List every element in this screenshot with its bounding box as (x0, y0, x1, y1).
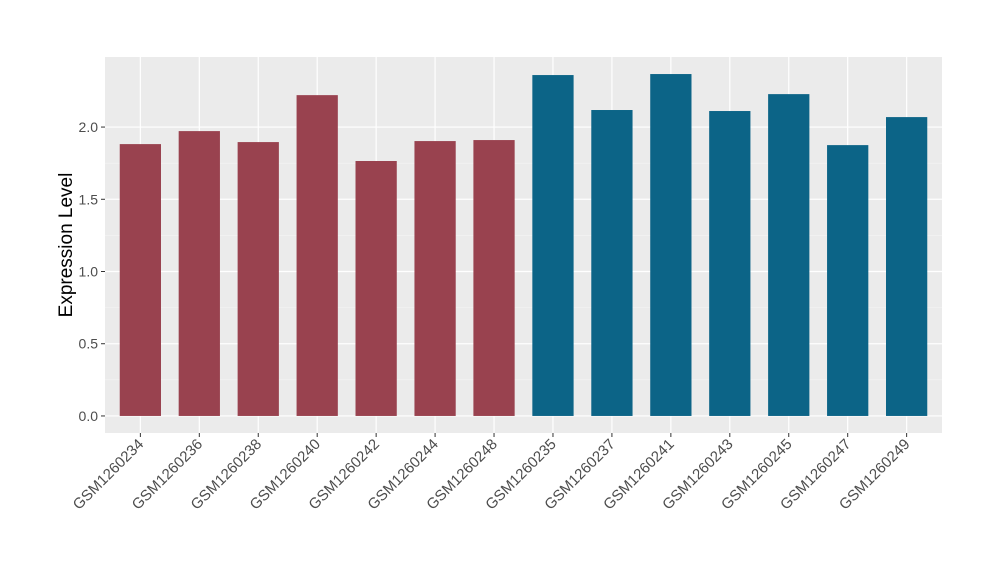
bar (827, 145, 869, 416)
bar (178, 131, 220, 416)
bar (886, 117, 928, 416)
bar (709, 111, 751, 416)
bar (650, 74, 692, 416)
panel (105, 57, 942, 433)
y-tick-label: 1.0 (79, 264, 99, 280)
bar (414, 141, 456, 416)
bar (237, 142, 279, 416)
y-tick-label: 0.5 (79, 336, 99, 352)
y-tick-label: 1.5 (79, 191, 99, 207)
bar (119, 144, 161, 416)
bar (532, 75, 574, 416)
bar (473, 140, 515, 416)
y-axis-label: Expression Level (56, 173, 77, 318)
bar (296, 95, 338, 416)
bar (768, 94, 810, 416)
bar (355, 161, 397, 416)
y-tick-label: 0.0 (79, 408, 99, 424)
bar (591, 110, 633, 416)
y-tick-label: 2.0 (79, 119, 99, 135)
